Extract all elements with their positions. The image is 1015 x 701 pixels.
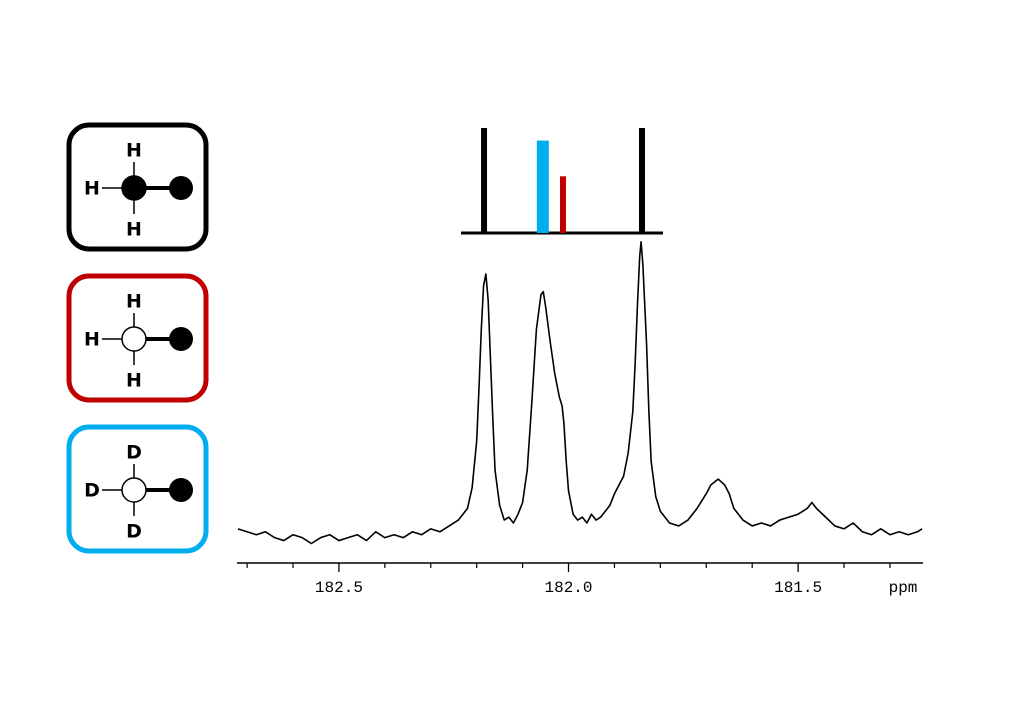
atom-label: D [126, 442, 142, 464]
carbon-atom [169, 478, 193, 502]
atom-label: H [126, 370, 142, 392]
carbon-atom [121, 326, 147, 352]
x-tick-label: 182.5 [315, 579, 363, 597]
atom-label: H [126, 291, 142, 313]
atom-label: H [126, 140, 142, 162]
atom-label: D [126, 521, 142, 543]
stick [536, 140, 549, 233]
atom-label: D [84, 480, 100, 502]
legend-box [66, 122, 209, 252]
carbon-atom [169, 327, 193, 351]
spectrum-line [237, 241, 923, 545]
x-tick-label: 182.0 [545, 579, 593, 597]
stick [560, 176, 567, 233]
stick [638, 128, 645, 233]
stick [481, 128, 488, 233]
x-tick-label: 181.5 [774, 579, 822, 597]
carbon-atom [121, 175, 147, 201]
x-axis-label: ppm [889, 579, 918, 597]
atom-label: H [126, 219, 142, 241]
carbon-atom [121, 477, 147, 503]
carbon-atom [169, 176, 193, 200]
atom-label: H [84, 178, 100, 200]
legend-box [66, 273, 209, 403]
legend-box [66, 424, 209, 554]
atom-label: H [84, 329, 100, 351]
